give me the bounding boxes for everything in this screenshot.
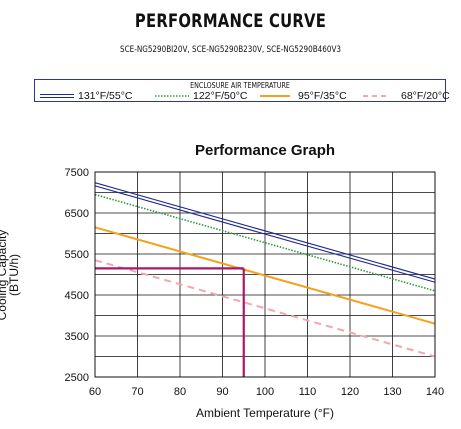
- legend-item-122f: 122°F/50°C: [155, 89, 248, 102]
- legend-swatch-68f: [363, 94, 389, 97]
- legend-label-131f: 131°F/55°C: [78, 89, 133, 102]
- legend-swatch-131f: [40, 93, 74, 98]
- series-1-line: [94, 193, 436, 292]
- series-0-line-lower: [94, 185, 436, 283]
- x-tick-label: 70: [131, 386, 143, 398]
- series-2-line: [94, 226, 436, 325]
- plot-frame: [94, 171, 436, 378]
- legend-label-95f: 95°F/35°C: [298, 89, 347, 102]
- legend-label-122f: 122°F/50°C: [193, 89, 248, 102]
- series-0-line-upper: [94, 182, 436, 280]
- legend-swatch-122f: [155, 94, 189, 97]
- y-tick-label: 3500: [65, 331, 89, 343]
- y-axis-label: Cooling Capacity (BTU/h): [0, 229, 21, 321]
- x-tick-label: 90: [216, 386, 228, 398]
- legend: ENCLOSURE AIR TEMPERATURE 131°F/55°C 122…: [34, 79, 450, 102]
- x-tick-label: 100: [256, 386, 274, 398]
- page-title: PERFORMANCE CURVE: [134, 10, 327, 32]
- x-tick-label: 130: [383, 386, 401, 398]
- legend-swatch-95f: [260, 94, 290, 97]
- x-tick-label: 120: [341, 386, 359, 398]
- y-tick-label: 2500: [65, 372, 89, 384]
- chart-title: Performance Graph: [194, 142, 336, 159]
- x-tick-label: 110: [299, 386, 317, 398]
- y-tick-label: 5500: [65, 249, 89, 261]
- y-tick-label: 6500: [65, 208, 89, 220]
- series-3-line: [94, 259, 436, 358]
- model-numbers: SCE-NG5290BI20V, SCE-NG5290B230V, SCE-NG…: [120, 45, 341, 55]
- legend-item-131f: 131°F/55°C: [40, 89, 133, 102]
- legend-caption: ENCLOSURE AIR TEMPERATURE: [190, 81, 290, 90]
- y-tick-label: 4500: [65, 290, 89, 302]
- x-tick-label: 80: [174, 386, 186, 398]
- legend-item-68f: 68°F/20°C: [363, 89, 450, 102]
- x-tick-label: 60: [89, 386, 101, 398]
- y-tick-label: 7500: [65, 167, 89, 179]
- legend-label-68f: 68°F/20°C: [401, 89, 450, 102]
- x-axis-label: Ambient Temperature (°F): [196, 406, 334, 420]
- legend-item-95f: 95°F/35°C: [260, 89, 347, 102]
- x-tick-label: 140: [426, 386, 444, 398]
